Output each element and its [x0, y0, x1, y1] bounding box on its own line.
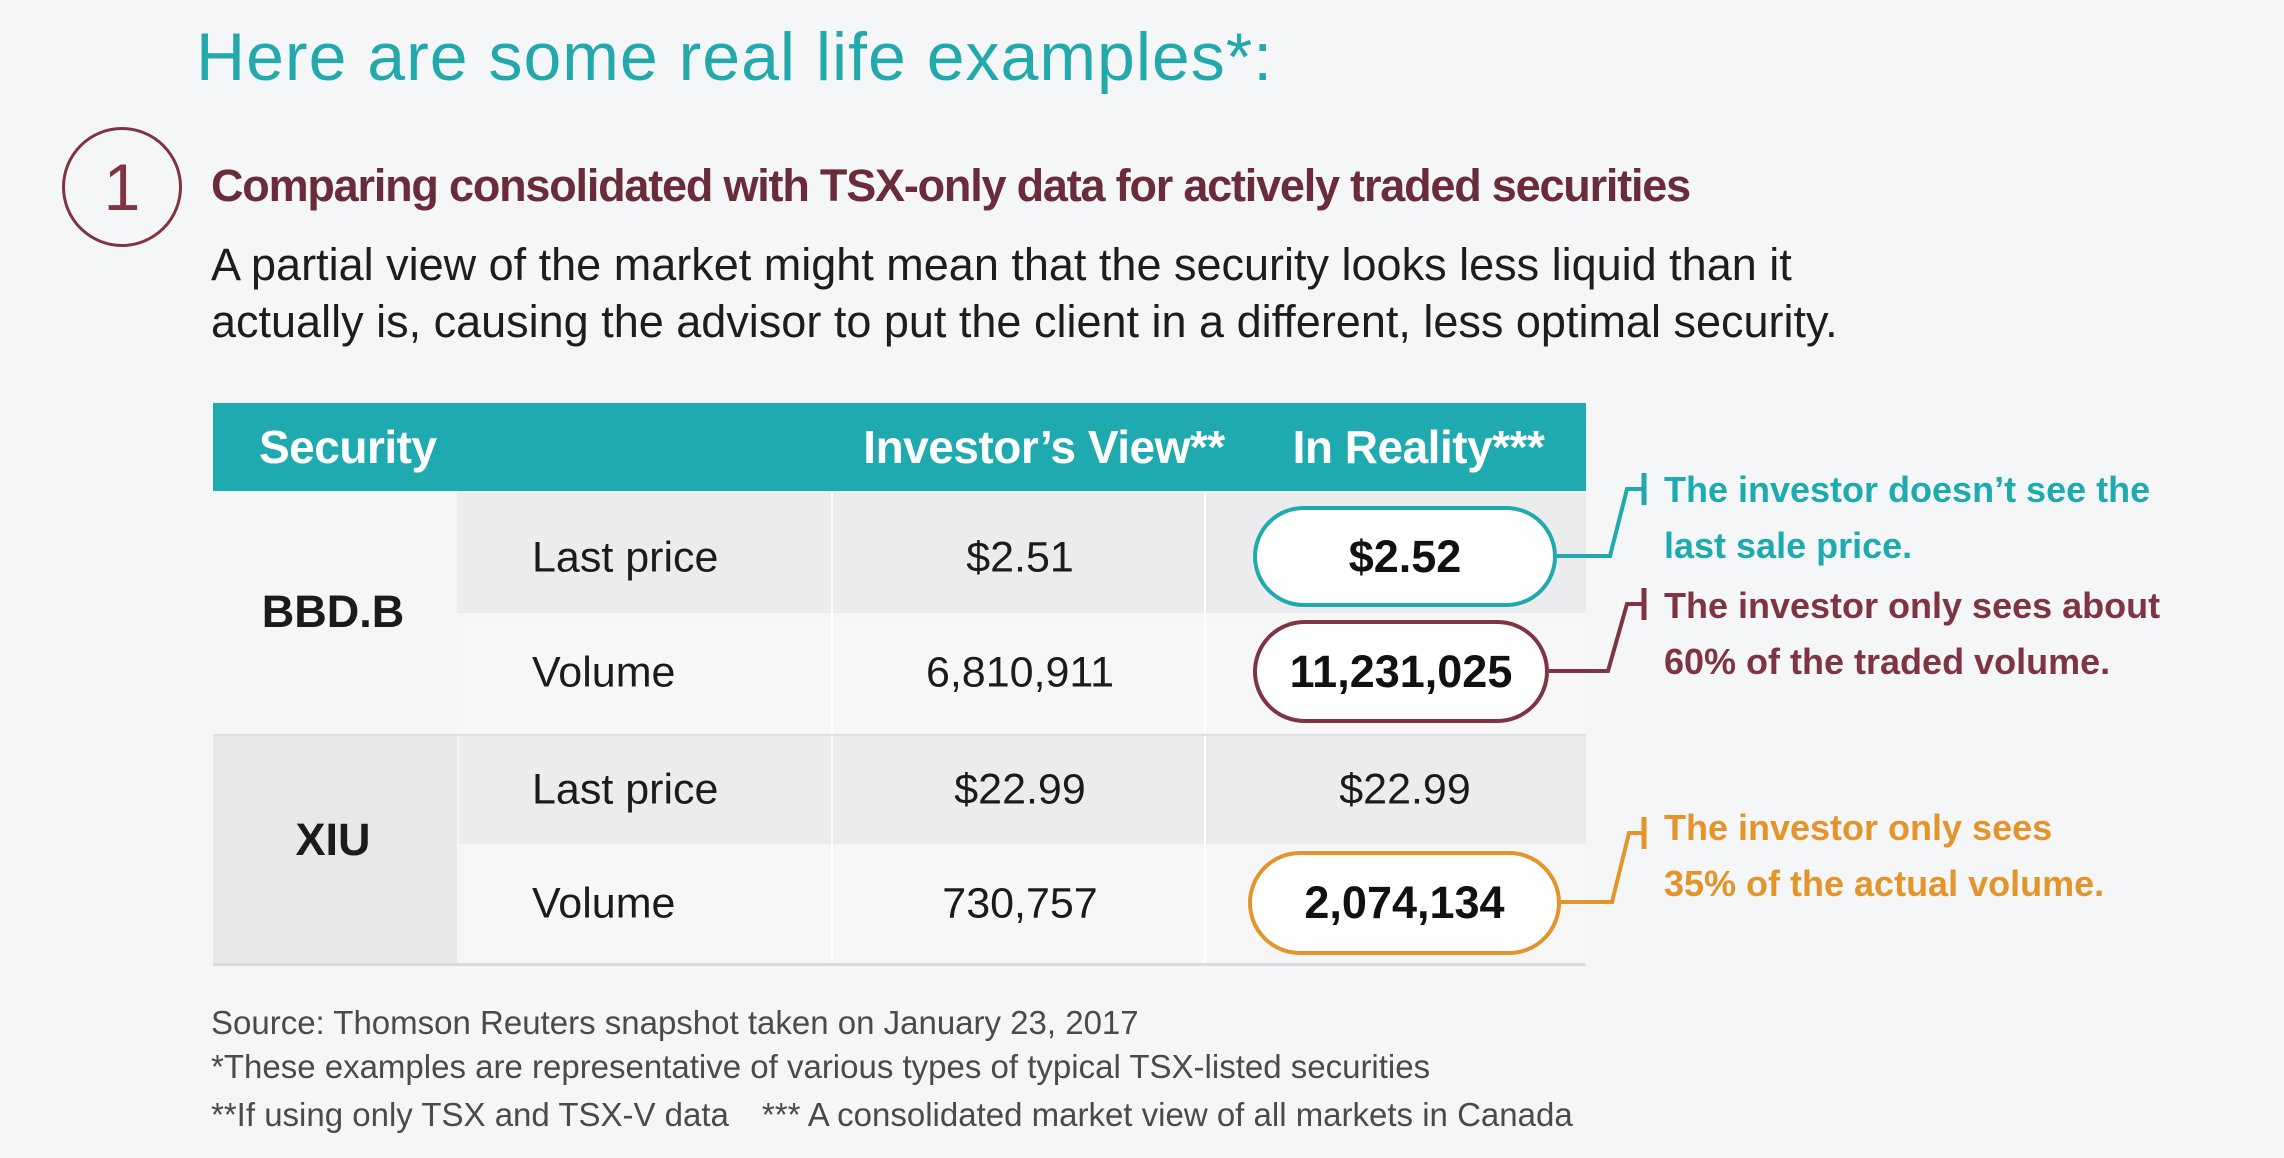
bbd-volume-view: 6,810,911	[925, 648, 1115, 697]
callout-xiu-volume: The investor only sees 35% of the actual…	[1664, 800, 2104, 912]
xiu-volume-reality: 2,074,134	[1248, 851, 1561, 955]
callout-bbd-price-line2: last sale price.	[1664, 525, 1913, 566]
page-heading: Here are some real life examples*:	[196, 19, 1274, 95]
xiu-last-price-label: Last price	[532, 765, 719, 814]
example-number-badge: 1	[62, 127, 182, 247]
footnote-source: Source: Thomson Reuters snapshot taken o…	[211, 1004, 1139, 1041]
callout-xiu-volume-line2: 35% of the actual volume.	[1664, 863, 2105, 904]
bbd-volume-reality: 11,231,025	[1253, 620, 1549, 723]
row-xiu-security-bg	[213, 736, 457, 963]
xiu-last-price-view: $22.99	[954, 765, 1086, 814]
security-xiu: XIU	[295, 814, 371, 865]
header-security: Security	[259, 421, 437, 473]
description-line-2: actually is, causing the advisor to put …	[211, 296, 1838, 347]
example-description: A partial view of the market might mean …	[211, 236, 1971, 350]
connector-orange	[1561, 831, 1644, 904]
connector-teal	[1557, 487, 1644, 558]
xiu-volume-label: Volume	[532, 879, 676, 928]
footnote-2: **If using only TSX and TSX-V data *** A…	[211, 1096, 1573, 1133]
connector-maroon	[1549, 602, 1644, 673]
bbd-volume-label: Volume	[532, 648, 676, 697]
callout-xiu-volume-line1: The investor only sees	[1664, 807, 2053, 848]
callout-bbd-volume-line2: 60% of the traded volume.	[1664, 641, 2111, 682]
xiu-last-price-reality: $22.99	[1339, 765, 1471, 814]
header-in-reality: In Reality***	[1292, 421, 1545, 473]
security-bbd: BBD.B	[261, 586, 405, 637]
bbd-last-price-view: $2.51	[966, 533, 1074, 582]
callout-bbd-volume: The investor only sees about 60% of the …	[1664, 578, 2160, 690]
bbd-last-price-label: Last price	[532, 533, 719, 582]
callout-bbd-price-line1: The investor doesn’t see the	[1664, 469, 2151, 510]
row-xiu-price-bg	[459, 736, 1586, 844]
xiu-volume-view: 730,757	[942, 879, 1098, 928]
callout-bbd-volume-line1: The investor only sees about	[1664, 585, 2161, 626]
header-investor-view: Investor’s View**	[863, 421, 1225, 473]
bbd-last-price-reality: $2.52	[1253, 506, 1557, 607]
description-line-1: A partial view of the market might mean …	[211, 239, 1792, 290]
example-title: Comparing consolidated with TSX-only dat…	[211, 160, 1691, 211]
footnote-1: *These examples are representative of va…	[211, 1048, 1431, 1085]
callout-bbd-price: The investor doesn’t see the last sale p…	[1664, 462, 2150, 574]
table-header: Security Investor’s View** In Reality***	[213, 403, 1586, 491]
